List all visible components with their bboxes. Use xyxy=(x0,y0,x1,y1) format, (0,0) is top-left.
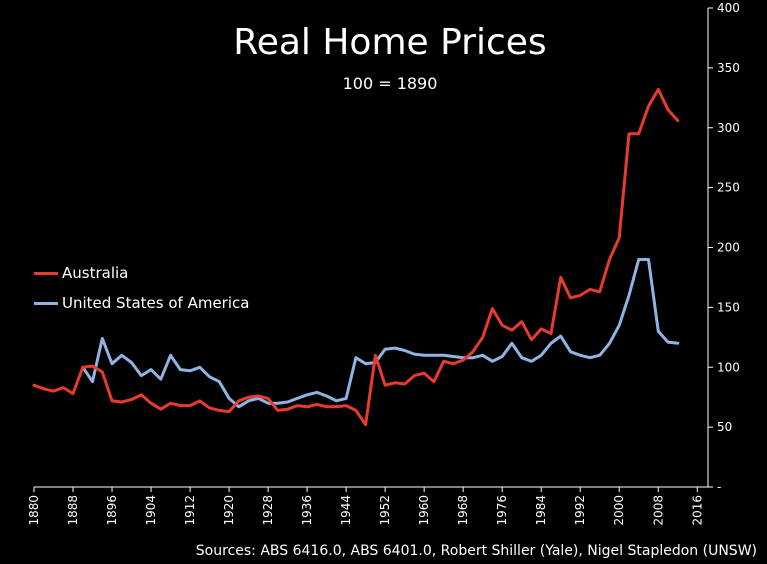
y-tick-label: 250 xyxy=(717,181,740,195)
chart-subtitle: 100 = 1890 xyxy=(342,74,438,93)
x-tick-label: 1920 xyxy=(222,495,236,526)
x-tick-label: 2000 xyxy=(612,495,626,526)
x-tick-label: 2016 xyxy=(690,495,704,526)
series-line-australia xyxy=(32,87,680,427)
x-tick-label: 1992 xyxy=(573,495,587,526)
legend-item-usa: United States of America xyxy=(34,288,249,318)
x-tick-label: 1976 xyxy=(495,495,509,526)
x-tick-label: 1984 xyxy=(534,495,548,526)
x-tick-label: 1880 xyxy=(27,495,41,526)
x-tick-label: 1944 xyxy=(339,495,353,526)
legend-swatch-australia xyxy=(34,271,58,275)
y-tick-label: 50 xyxy=(717,420,732,434)
y-tick-label: 200 xyxy=(717,241,740,255)
legend-swatch-usa xyxy=(34,301,58,305)
x-tick-label: 1896 xyxy=(105,495,119,526)
y-tick-label: - xyxy=(717,480,721,494)
y-tick-label: 150 xyxy=(717,300,740,314)
legend-label-usa: United States of America xyxy=(62,294,250,312)
x-tick-label: 1904 xyxy=(144,495,158,526)
series-line-usa xyxy=(81,258,680,409)
x-tick-label: 1960 xyxy=(417,495,431,526)
source-note: Sources: ABS 6416.0, ABS 6401.0, Robert … xyxy=(195,543,757,559)
series-lines xyxy=(32,87,680,427)
x-tick-label: 1936 xyxy=(300,495,314,526)
x-tick-label: 1912 xyxy=(183,495,197,526)
legend: Australia United States of America xyxy=(34,258,249,318)
chart-title: Real Home Prices xyxy=(233,22,547,63)
x-tick-label: 1928 xyxy=(261,495,275,526)
y-tick-label: 300 xyxy=(717,121,740,135)
x-tick-label: 1968 xyxy=(456,495,470,526)
legend-label-australia: Australia xyxy=(62,264,129,282)
y-tick-label: 400 xyxy=(717,1,740,15)
axes: 1880 1888 1896 1904 1912 1920 1928 1936 1944 1952… xyxy=(27,1,740,526)
x-tick-label: 1952 xyxy=(378,495,392,526)
x-tick-label: 2008 xyxy=(651,495,665,526)
y-tick-label: 100 xyxy=(717,360,740,374)
legend-item-australia: Australia xyxy=(34,258,249,288)
x-tick-label: 1888 xyxy=(66,495,80,526)
y-tick-label: 350 xyxy=(717,61,740,75)
